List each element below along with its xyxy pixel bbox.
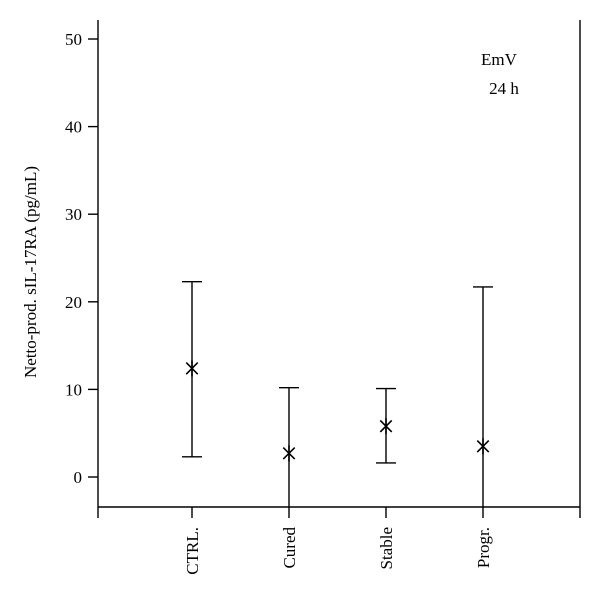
data-point-group [279,386,299,508]
x-category-label: CTRL. [183,527,202,575]
annotation-time: 24 h [489,79,519,98]
y-tick-label: 20 [65,293,82,312]
data-point [379,418,393,435]
annotation-model: EmV [481,50,518,69]
x-category-label: Progr. [474,527,493,568]
y-tick-label: 50 [65,30,82,49]
y-ticks: 0 10 20 30 40 50 [65,30,98,487]
data-point-group [182,280,202,458]
data-point [282,445,296,462]
y-axis-label: Netto-prod. sIL-17RA (pg/mL) [21,166,40,378]
y-tick-label: 40 [65,118,82,137]
data-point-group [376,387,396,464]
x-category-label: Stable [377,527,396,570]
x-axis: CTRL. Cured Stable Progr. [97,506,581,575]
data-point [185,360,199,377]
y-tick-label: 0 [74,468,83,487]
x-ticks: CTRL. Cured Stable Progr. [97,507,581,575]
y-tick-label: 10 [65,380,82,399]
y-axis: 0 10 20 30 40 50 [65,20,99,507]
data-point [476,438,490,455]
data-point-group [473,286,493,508]
x-category-label: Cured [280,527,299,569]
data-marks [182,280,493,508]
y-tick-label: 30 [65,205,82,224]
